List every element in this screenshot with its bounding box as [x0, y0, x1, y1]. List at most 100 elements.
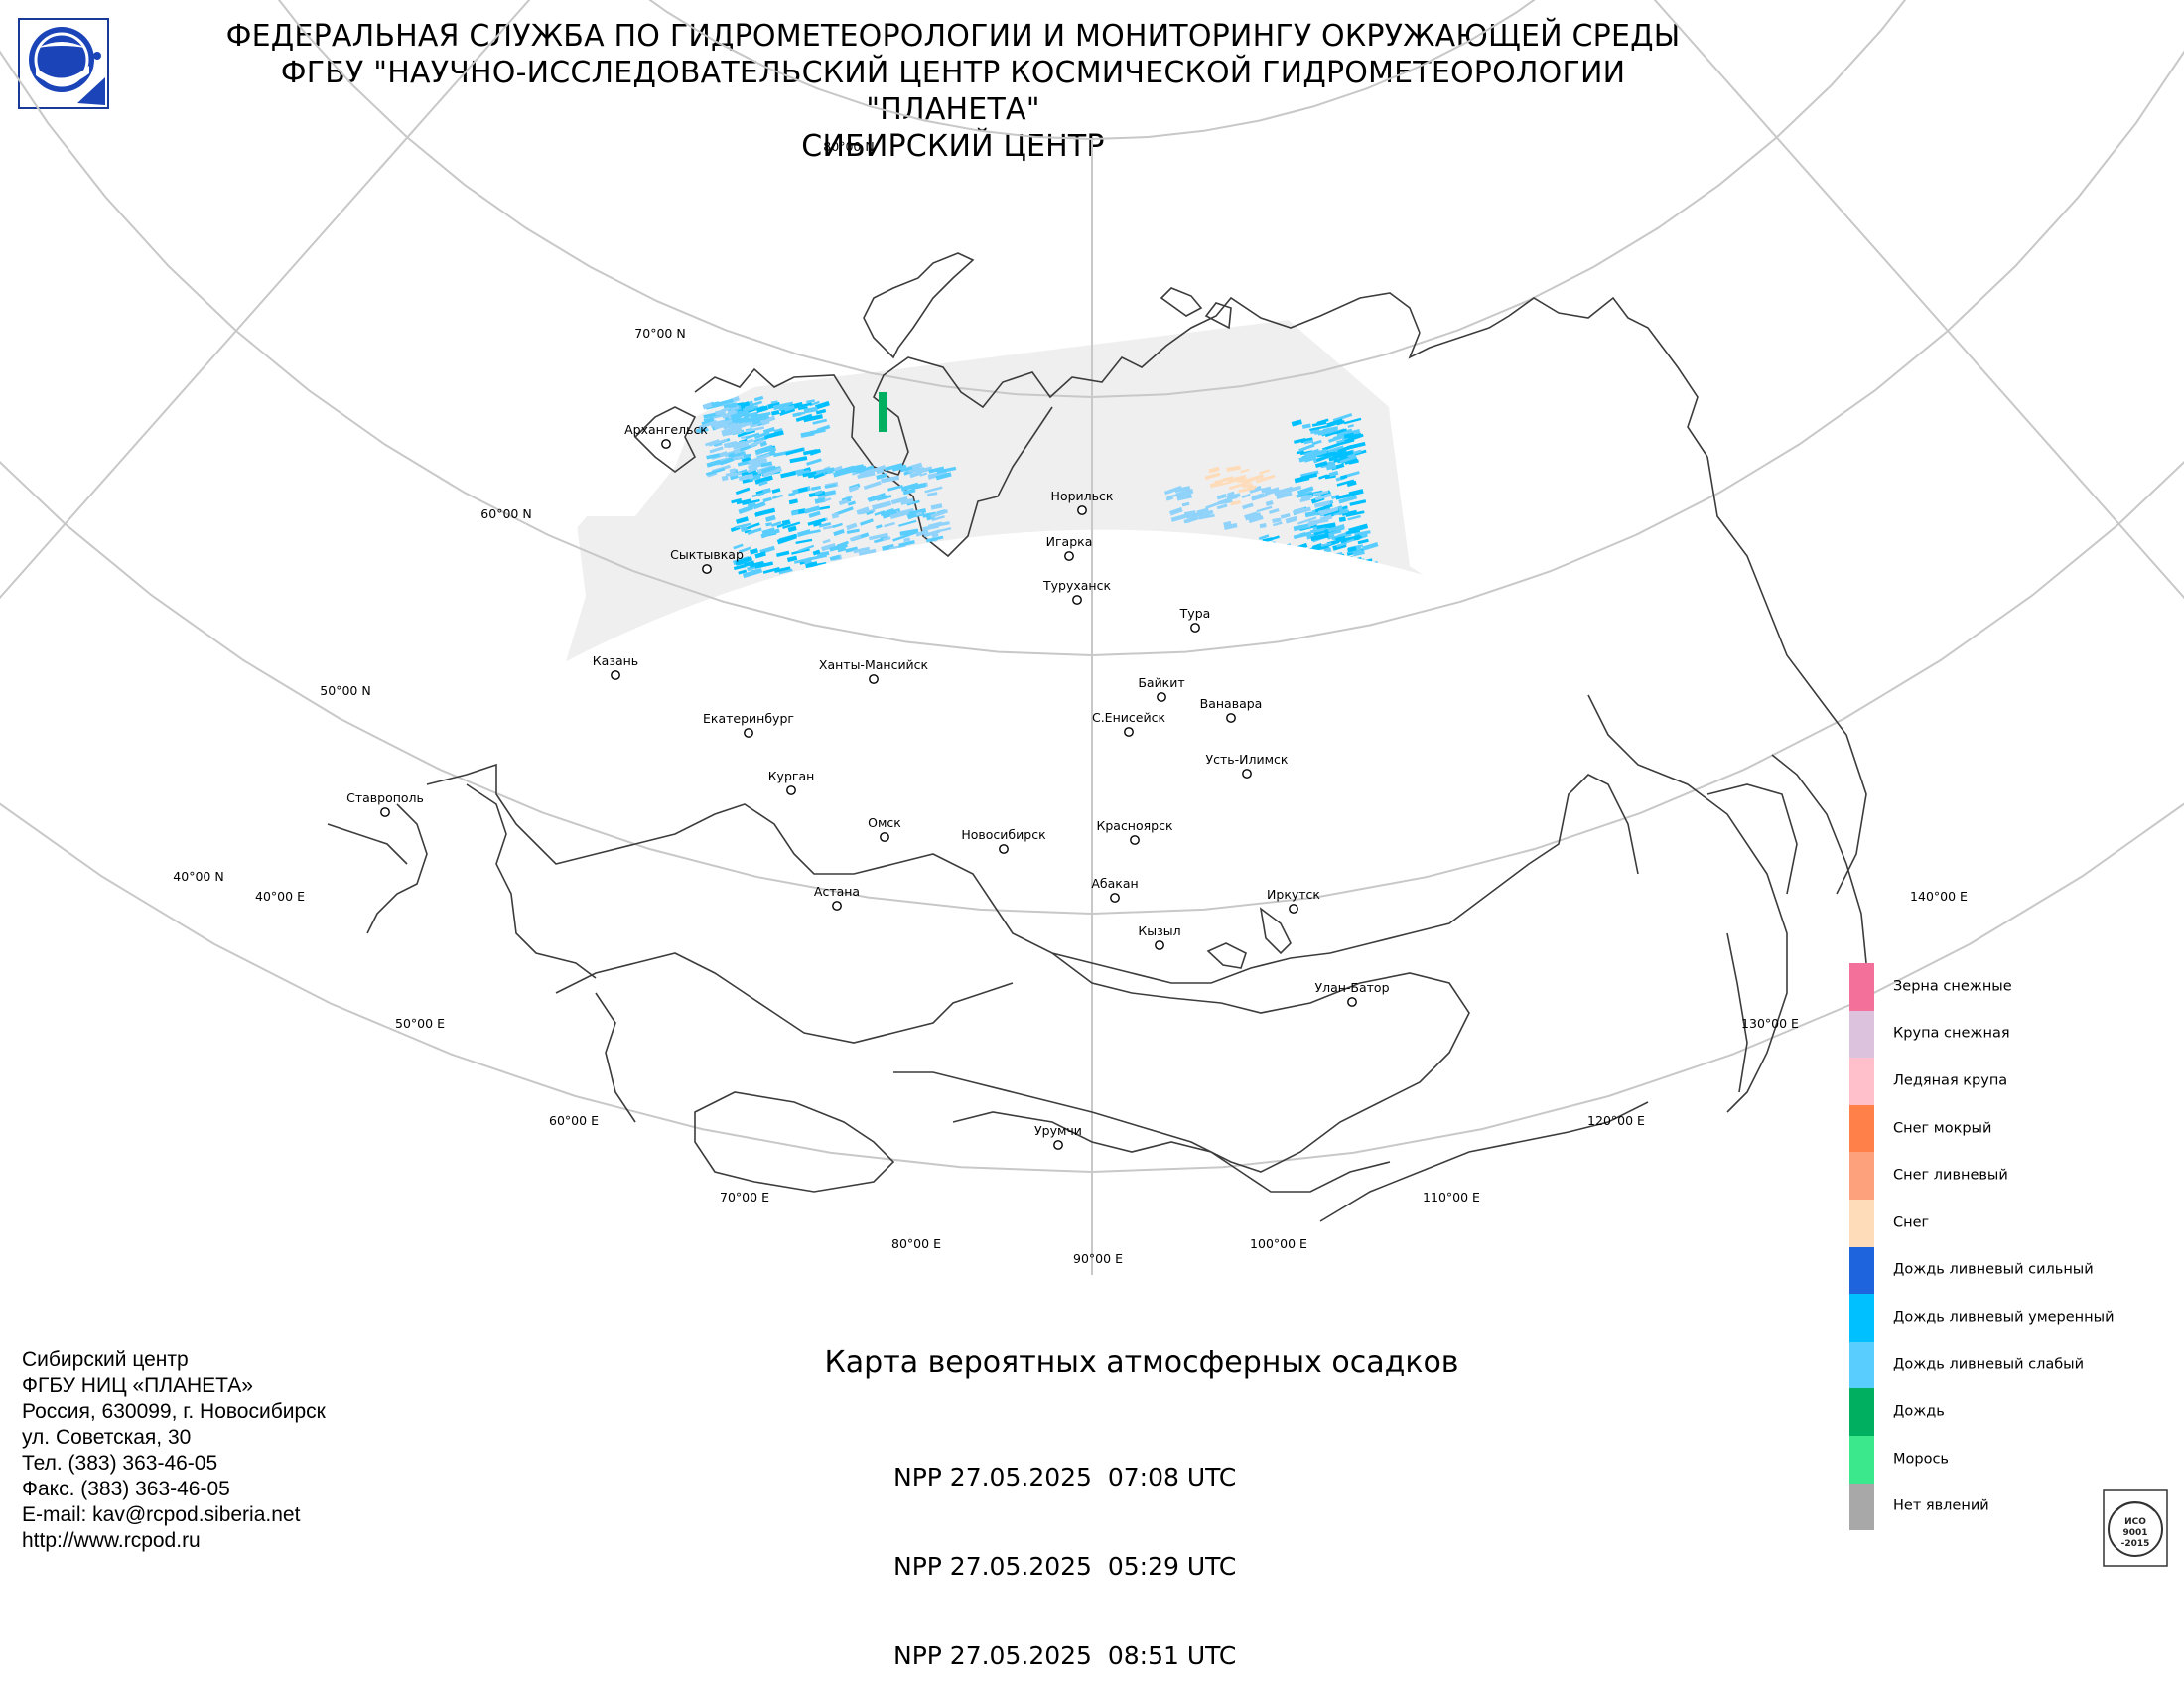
precip-mark	[935, 846, 949, 853]
longitude-label: 100°00 E	[1250, 1236, 1307, 1251]
precip-mark	[905, 545, 917, 553]
precip-mark	[1329, 786, 1344, 792]
precip-mark	[1123, 898, 1136, 905]
precip-mark	[945, 938, 962, 946]
precip-mark	[993, 1023, 1012, 1031]
precip-mark	[1321, 780, 1329, 786]
precip-mark	[635, 1085, 642, 1090]
contact-email[interactable]: E-mail: kav@rcpod.siberia.net	[22, 1503, 301, 1526]
precip-mark	[1025, 1063, 1040, 1068]
precipitation-map: 80°00 N70°00 N60°00 N50°00 N40°00 N40°00…	[0, 0, 2184, 1275]
precip-mark	[968, 700, 982, 708]
precip-mark	[988, 1026, 1005, 1033]
precip-mark	[702, 401, 715, 410]
precip-mark	[1187, 884, 1205, 892]
precip-mark	[920, 1032, 939, 1041]
precip-mark	[1041, 874, 1055, 879]
precip-mark	[1042, 873, 1062, 882]
precip-mark	[1277, 796, 1296, 804]
precip-mark	[738, 451, 746, 455]
precip-mark	[1262, 824, 1278, 832]
contact-url[interactable]: http://www.rcpod.ru	[22, 1529, 201, 1552]
precip-mark	[910, 547, 923, 555]
precip-mark	[1340, 826, 1358, 836]
precip-mark	[1180, 847, 1196, 855]
precip-mark	[1308, 818, 1319, 825]
precip-mark	[1013, 1026, 1025, 1032]
precip-mark	[1045, 1078, 1057, 1084]
precip-mark	[608, 1081, 626, 1089]
precip-mark	[1043, 998, 1057, 1005]
precip-mark	[635, 1072, 650, 1079]
precip-mark	[921, 1054, 932, 1060]
precip-mark	[1356, 798, 1372, 807]
precip-mark	[941, 968, 949, 974]
precip-mark	[1020, 965, 1033, 972]
precip-mark	[863, 481, 882, 491]
precip-mark	[1339, 455, 1357, 464]
legend-swatch	[1849, 1483, 1874, 1531]
precip-mark	[1197, 887, 1217, 897]
precip-mark	[607, 1118, 616, 1124]
precip-mark	[912, 845, 923, 852]
precip-mark	[864, 856, 876, 863]
precip-mark	[990, 856, 1007, 864]
precip-mark	[854, 828, 870, 835]
precip-mark	[1356, 571, 1367, 578]
precip-mark	[994, 564, 1014, 573]
precip-mark	[1310, 654, 1330, 663]
precip-mark	[966, 617, 977, 624]
precip-mark	[1335, 961, 1352, 968]
precip-mark	[816, 424, 831, 433]
precip-mark	[1318, 564, 1332, 572]
precip-mark	[1351, 702, 1369, 711]
precip-mark	[1341, 641, 1359, 651]
precip-mark	[1235, 785, 1247, 791]
precip-mark	[1362, 1000, 1369, 1005]
legend-item: Снег мокрый	[1849, 1104, 2167, 1153]
precip-mark	[1325, 821, 1334, 827]
precip-mark	[892, 550, 912, 558]
precip-mark	[923, 734, 933, 740]
precip-mark	[958, 566, 975, 576]
precip-mark	[945, 844, 957, 852]
precip-mark	[1219, 892, 1229, 898]
precip-mark	[1304, 725, 1315, 732]
precip-mark	[978, 953, 991, 961]
precip-mark	[1344, 799, 1354, 806]
precip-mark	[892, 803, 908, 812]
precip-mark	[862, 568, 875, 577]
legend-label: Снег	[1893, 1214, 1930, 1231]
precip-mark	[1340, 739, 1356, 747]
precip-mark	[1334, 741, 1346, 746]
precip-mark	[995, 629, 1014, 638]
precip-mark	[985, 975, 993, 979]
precip-mark	[963, 1031, 974, 1037]
precip-mark	[1289, 843, 1301, 850]
precip-mark	[1276, 735, 1292, 744]
precip-mark	[1278, 826, 1286, 831]
precip-mark	[908, 791, 923, 799]
precip-mark	[1203, 838, 1216, 846]
precip-mark	[947, 922, 957, 929]
precip-mark	[814, 400, 830, 410]
precip-mark	[1011, 958, 1020, 963]
precip-mark	[1262, 736, 1279, 744]
precip-mark	[1044, 930, 1064, 939]
precip-mark	[1176, 879, 1185, 885]
precip-mark	[612, 1086, 622, 1090]
precip-mark	[1052, 1050, 1061, 1056]
precip-mark	[1359, 617, 1374, 625]
precip-mark	[1013, 1046, 1027, 1055]
precip-mark	[978, 1065, 989, 1072]
precip-mark	[1319, 784, 1327, 789]
precip-mark	[824, 795, 840, 804]
precip-mark	[1035, 975, 1052, 983]
precip-mark	[1222, 609, 1238, 617]
precip-mark	[1017, 978, 1035, 986]
precip-mark	[1006, 890, 1021, 895]
precip-mark	[960, 766, 974, 773]
legend-label: Ледяная крупа	[1893, 1072, 2008, 1089]
precip-mark	[1314, 461, 1328, 468]
precip-mark	[1037, 905, 1048, 912]
